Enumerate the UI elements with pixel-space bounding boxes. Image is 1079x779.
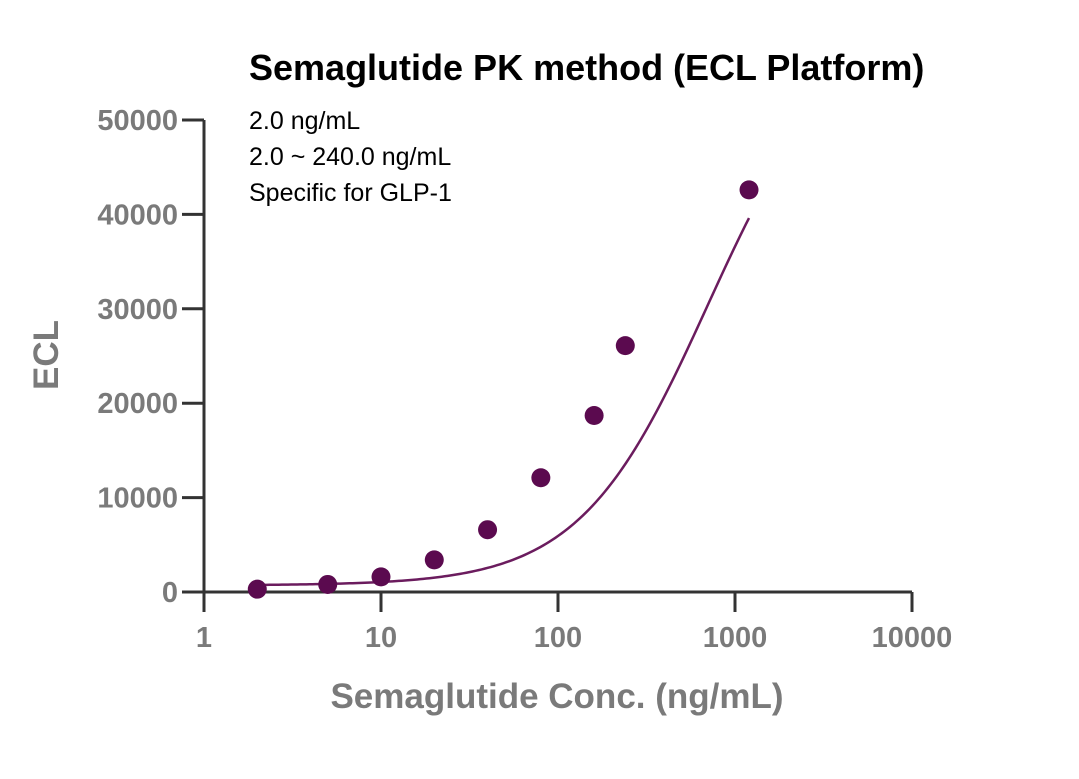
y-axis-title: ECL [27,320,66,390]
y-tick-label: 10000 [97,483,178,515]
data-point [739,180,759,200]
fit-curve-group [257,217,751,587]
y-tick-label: 50000 [97,105,178,137]
data-point [531,468,551,488]
x-tick-label: 10000 [872,622,953,654]
data-point [584,405,604,425]
x-tick-label: 10 [365,622,397,654]
data-point [318,574,338,594]
y-tick-label: 30000 [97,294,178,326]
y-tick-label: 0 [162,577,178,609]
data-point [478,520,498,540]
data-point [371,567,391,587]
fit-curve [257,217,751,587]
data-point [615,336,635,356]
annotation-range: 2.0 ~ 240.0 ng/mL [249,143,451,171]
data-points [247,180,759,599]
axes: 0 10000 20000 30000 40000 50000 1 10 100 1000 1000… [97,105,952,654]
annotation-specificity: Specific for GLP-1 [249,179,452,207]
chart-title: Semaglutide PK method (ECL Platform) [249,47,924,88]
x-tick-label: 1 [196,622,212,654]
y-tick-label: 20000 [97,388,178,420]
data-point [424,550,444,570]
data-point [247,579,267,599]
x-tick-label: 1000 [703,622,768,654]
y-tick-label: 40000 [97,199,178,231]
x-tick-label: 100 [534,622,582,654]
annotation-lloq: 2.0 ng/mL [249,107,360,135]
x-axis-title: Semaglutide Conc. (ng/mL) [330,677,783,716]
